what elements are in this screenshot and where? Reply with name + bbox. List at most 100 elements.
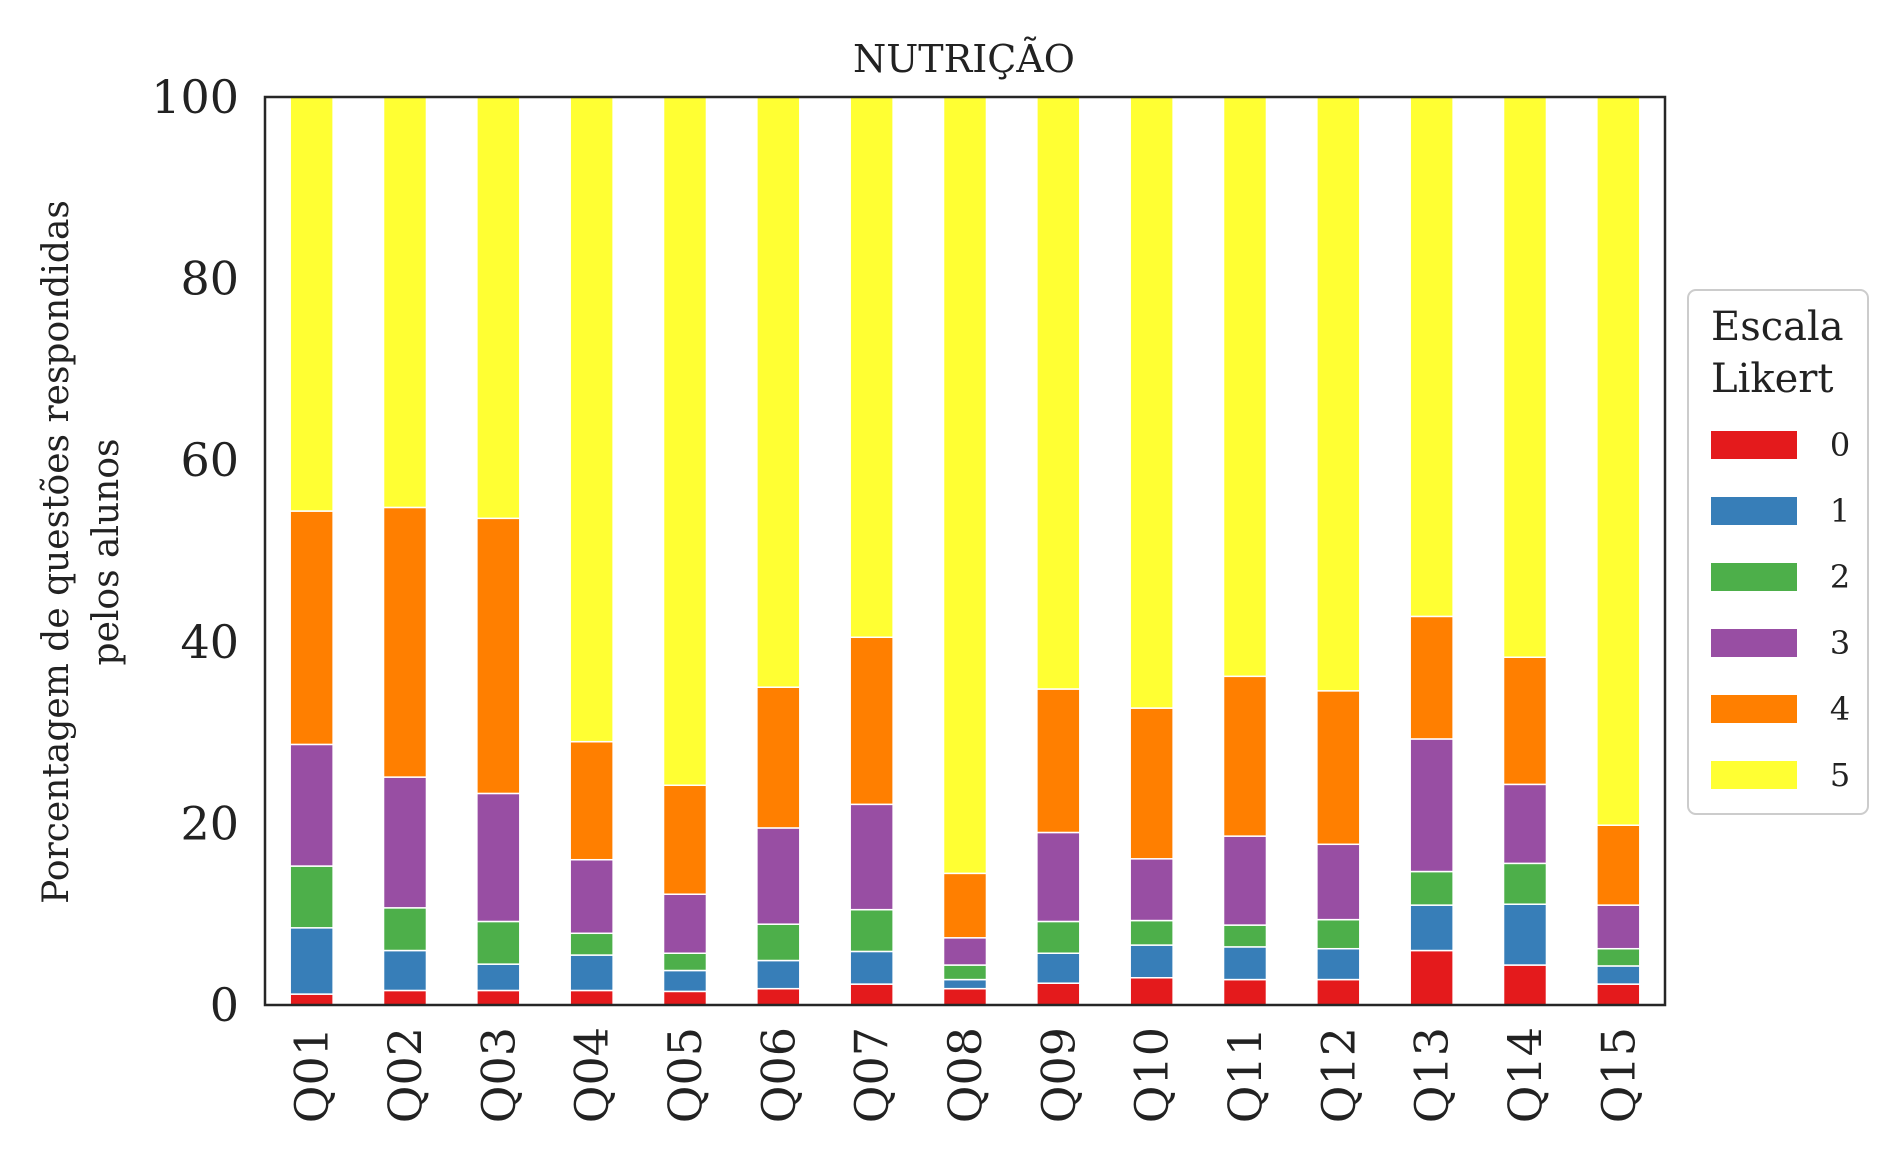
legend-swatch-4 xyxy=(1711,695,1797,723)
bar-stack-q04 xyxy=(569,96,614,1006)
bar-stack-q03 xyxy=(476,96,521,1006)
bar-stack-q06 xyxy=(756,96,801,1006)
bar-segment-q05-scale-1 xyxy=(662,969,708,993)
bar-segment-q01-scale-4 xyxy=(289,510,334,746)
bar-segment-q05-scale-3 xyxy=(662,893,708,954)
bar-segment-q02-scale-4 xyxy=(382,506,428,778)
bar-stack-q13 xyxy=(1409,96,1454,1006)
bar-segment-q14-scale-3 xyxy=(1502,783,1548,865)
bar-segment-q05-scale-2 xyxy=(662,952,708,972)
legend-label-0: 0 xyxy=(1830,426,1850,464)
x-tick-label-q05: Q05 xyxy=(658,1027,712,1123)
bar-segment-q01-scale-0 xyxy=(289,993,334,1006)
bar-segment-q05-scale-4 xyxy=(662,784,708,895)
bar-segment-q08-scale-1 xyxy=(942,978,988,990)
bar-segment-q07-scale-2 xyxy=(849,908,894,953)
bar-segment-q08-scale-0 xyxy=(942,987,988,1006)
bar-segment-q07-scale-4 xyxy=(849,636,894,806)
bar-segment-q11-scale-2 xyxy=(1222,924,1268,948)
bar-stack-q15 xyxy=(1596,96,1641,1006)
bar-segment-q04-scale-2 xyxy=(569,932,614,956)
x-tick-label-q02: Q02 xyxy=(378,1027,432,1123)
bar-segment-q02-scale-1 xyxy=(382,949,428,992)
x-tick-label-q09: Q09 xyxy=(1031,1027,1085,1123)
legend-label-1: 1 xyxy=(1830,492,1850,530)
y-tick-label-100: 100 xyxy=(151,70,239,124)
bar-segment-q03-scale-4 xyxy=(476,517,521,795)
bar-stack-q12 xyxy=(1316,96,1361,1006)
x-tick-label-q13: Q13 xyxy=(1405,1027,1459,1123)
bar-segment-q11-scale-3 xyxy=(1222,835,1268,926)
x-tick-label-q15: Q15 xyxy=(1591,1027,1645,1123)
x-tick-label-q03: Q03 xyxy=(471,1027,525,1123)
bar-stack-q14 xyxy=(1502,96,1548,1006)
bar-segment-q12-scale-4 xyxy=(1316,690,1361,846)
bar-segment-q09-scale-5 xyxy=(1036,96,1081,690)
bar-segment-q03-scale-3 xyxy=(476,792,521,923)
bar-stack-q07 xyxy=(849,96,894,1006)
bar-segment-q14-scale-4 xyxy=(1502,656,1548,786)
bar-segment-q08-scale-4 xyxy=(942,872,988,939)
bar-segment-q04-scale-5 xyxy=(569,96,614,743)
bar-segment-q08-scale-2 xyxy=(942,964,988,981)
bar-segment-q13-scale-2 xyxy=(1409,870,1454,906)
bar-segment-q06-scale-2 xyxy=(756,923,801,962)
legend-label-5: 5 xyxy=(1830,756,1850,794)
bar-segment-q07-scale-3 xyxy=(849,803,894,911)
bar-stack-q09 xyxy=(1036,96,1081,1006)
bar-segment-q12-scale-1 xyxy=(1316,947,1361,981)
bar-segment-q09-scale-2 xyxy=(1036,920,1081,954)
bar-segment-q01-scale-2 xyxy=(289,865,334,929)
bar-segment-q06-scale-5 xyxy=(756,96,801,688)
bar-segment-q10-scale-2 xyxy=(1129,919,1174,946)
legend-label-2: 2 xyxy=(1830,558,1850,596)
bar-segment-q01-scale-5 xyxy=(289,96,334,512)
bar-segment-q15-scale-1 xyxy=(1596,965,1641,985)
y-axis-ticks: 0 20 40 60 80 100 xyxy=(151,70,239,1032)
bar-segment-q05-scale-5 xyxy=(662,96,708,787)
legend-swatch-2 xyxy=(1711,563,1797,591)
bar-segment-q09-scale-4 xyxy=(1036,688,1081,834)
y-axis-label-line-2: pelos alunos xyxy=(86,439,127,666)
bar-segment-q06-scale-4 xyxy=(756,686,801,829)
y-tick-label-80: 80 xyxy=(180,252,239,306)
bar-segment-q04-scale-0 xyxy=(569,989,614,1006)
bar-segment-q08-scale-5 xyxy=(942,96,988,875)
bar-stack-q01 xyxy=(289,96,334,1006)
bar-segment-q02-scale-5 xyxy=(382,96,428,509)
bar-segment-q02-scale-0 xyxy=(382,989,428,1006)
bar-segment-q14-scale-2 xyxy=(1502,862,1548,905)
bar-segment-q06-scale-3 xyxy=(756,827,801,925)
bar-segment-q15-scale-0 xyxy=(1596,983,1641,1006)
bar-segment-q02-scale-2 xyxy=(382,907,428,952)
bar-segment-q13-scale-5 xyxy=(1409,96,1454,618)
bar-segment-q03-scale-2 xyxy=(476,920,521,965)
bar-segment-q12-scale-2 xyxy=(1316,918,1361,950)
bar-segment-q11-scale-0 xyxy=(1222,978,1268,1006)
x-axis-ticks: Q01 Q02 Q03 Q04 Q05 Q06 Q07 Q08 Q09 Q10 Q11 Q12 Q13 Q… xyxy=(285,1027,1646,1123)
x-tick-label-q10: Q10 xyxy=(1125,1027,1179,1123)
y-tick-label-60: 60 xyxy=(180,433,239,487)
legend-box xyxy=(1687,289,1869,815)
legend-swatch-3 xyxy=(1711,629,1797,657)
bar-segment-q11-scale-5 xyxy=(1222,96,1268,678)
x-tick-label-q12: Q12 xyxy=(1311,1027,1365,1123)
bar-segment-q13-scale-4 xyxy=(1409,615,1454,740)
legend-title-line-2: Likert xyxy=(1711,356,1833,402)
legend-swatch-5 xyxy=(1711,761,1797,789)
x-tick-label-q14: Q14 xyxy=(1498,1027,1552,1123)
bar-segment-q11-scale-4 xyxy=(1222,675,1268,837)
bar-segment-q04-scale-1 xyxy=(569,954,614,992)
bar-stack-q08 xyxy=(942,96,988,1006)
bar-segment-q12-scale-5 xyxy=(1316,96,1361,692)
y-tick-label-40: 40 xyxy=(180,615,239,669)
bar-segment-q04-scale-4 xyxy=(569,740,614,861)
bar-segment-q07-scale-0 xyxy=(849,983,894,1006)
bar-stack-q11 xyxy=(1222,96,1268,1006)
chart-title: NUTRIÇÃO xyxy=(853,37,1075,81)
bar-stack-q10 xyxy=(1129,96,1174,1006)
bar-segment-q14-scale-1 xyxy=(1502,903,1548,966)
x-tick-label-q06: Q06 xyxy=(751,1027,805,1123)
legend-title-line-1: Escala xyxy=(1711,304,1844,350)
